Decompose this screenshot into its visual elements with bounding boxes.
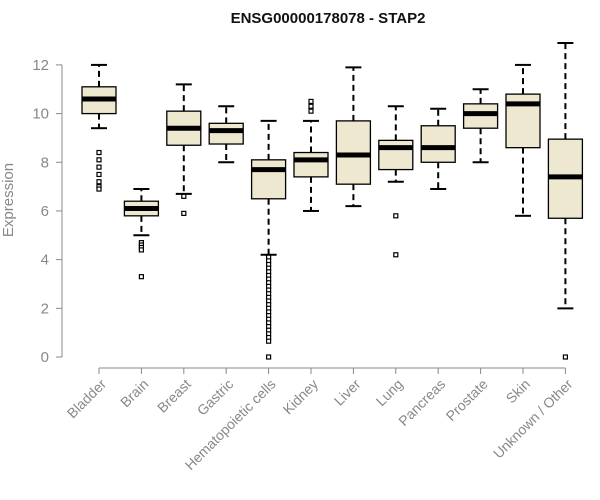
x-tick-label: Brain [117, 376, 151, 410]
y-tick-label: 6 [41, 203, 49, 220]
iqr-box [293, 151, 329, 178]
x-tick-label: Skin [503, 376, 534, 407]
outlier-point [266, 354, 272, 360]
iqr-box [420, 125, 456, 163]
x-tick-label: Kidney [280, 376, 322, 418]
x-tick-label: Prostate [443, 376, 491, 424]
y-tick-label: 2 [41, 300, 49, 317]
outlier-point [266, 338, 272, 344]
box-group [81, 63, 117, 192]
y-tick-label: 4 [41, 252, 49, 269]
box-group [378, 105, 414, 258]
outlier-point [138, 247, 144, 253]
outlier-point [96, 186, 102, 192]
y-axis-label: Expression [0, 163, 17, 237]
box-group [335, 66, 372, 208]
box-group [293, 98, 329, 212]
outlier-point [308, 108, 314, 114]
x-tick-label: Liver [331, 376, 364, 409]
outlier-point [308, 98, 314, 105]
y-tick-label: 0 [41, 349, 49, 366]
outlier-point [138, 274, 144, 280]
outlier-point [308, 103, 314, 109]
outlier-point [96, 171, 102, 178]
box-group [166, 83, 202, 216]
chart-title: ENSG00000178078 - STAP2 [231, 10, 426, 27]
outlier-point [393, 252, 399, 258]
outlier-point [96, 179, 102, 185]
outlier-point [562, 354, 569, 360]
x-tick-label: Bladder [64, 376, 110, 422]
box-group [547, 42, 584, 360]
outlier-point [181, 210, 187, 216]
y-tick-label: 10 [32, 106, 49, 123]
x-tick-label: Unknown / Other [490, 376, 576, 462]
box-series [81, 42, 584, 360]
x-tick-label: Breast [154, 376, 194, 416]
x-tick-label: Lung [373, 376, 406, 409]
box-group [420, 107, 456, 191]
box-group [250, 119, 287, 360]
outlier-point [96, 157, 102, 163]
box-group [208, 105, 244, 164]
box-group [462, 88, 499, 164]
iqr-box [250, 159, 287, 200]
box-group [505, 63, 541, 217]
box-group [123, 188, 160, 280]
y-tick-label: 12 [32, 57, 49, 74]
iqr-box [208, 122, 244, 145]
outlier-point [96, 149, 102, 156]
iqr-box [378, 139, 414, 171]
outlier-point [393, 213, 399, 219]
x-tick-label: Pancreas [395, 376, 448, 429]
y-axis-ticks: 0 2 4 6 8 10 12 [32, 57, 62, 366]
outlier-point [96, 164, 102, 170]
y-tick-label: 8 [41, 154, 49, 171]
outlier-point [181, 193, 187, 199]
